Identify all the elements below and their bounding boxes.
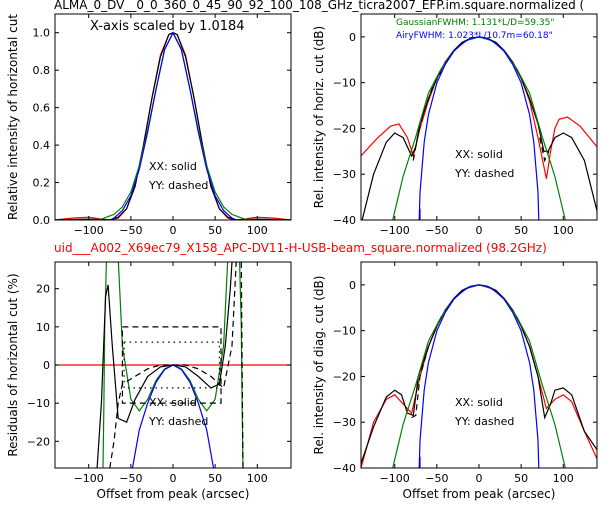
legend-text: XX: solid [455, 148, 503, 161]
y-axis-label: Residuals of horizontal cut (%) [6, 273, 20, 456]
series-group [361, 284, 597, 468]
y-tick-label: −10 [333, 325, 356, 338]
series-line-blue-solid [418, 284, 540, 468]
x-tick-label: 100 [247, 472, 268, 485]
x-tick-label: 0 [170, 472, 177, 485]
y-tick-label: 10 [36, 321, 50, 334]
x-tick-label: 100 [247, 224, 268, 237]
x-tick-label: 0 [476, 224, 483, 237]
x-tick-label: 50 [514, 472, 528, 485]
series-line-black-solid [96, 262, 234, 468]
x-tick-label: 100 [553, 224, 574, 237]
y-tick-label: 0.6 [33, 102, 51, 115]
x-tick-label: 100 [553, 472, 574, 485]
y-axis-label: Relative intensity of horizontal cut [6, 14, 20, 220]
legend-text: XX: solid [149, 160, 197, 173]
y-axis-label: Rel. intensity of diag. cut (dB) [312, 276, 326, 455]
legend-text: YY: dashed [148, 415, 208, 428]
series-line-blue-solid [55, 31, 291, 220]
legend-text: YY: dashed [454, 415, 514, 428]
y-tick-label: 0.0 [33, 214, 51, 227]
x-tick-label: 50 [208, 224, 222, 237]
y-tick-label: 0 [43, 359, 50, 372]
y-axis-label: Rel. intensity of horiz. cut (dB) [312, 26, 326, 208]
y-tick-label: −10 [27, 397, 50, 410]
series-line-black-dashed [412, 70, 442, 161]
y-tick-label: −30 [333, 416, 356, 429]
y-tick-label: 20 [36, 283, 50, 296]
fit-label-green: GaussianFWHM: 1.131*L/D=59.35" [396, 18, 554, 28]
panel-bottom-right: −100 −50 0 50 100 0 −10 −20 −30 −40 Offset from pe… [312, 261, 598, 501]
y-tick-label: 0 [349, 279, 356, 292]
fit-label-blue: AiryFWHM: 1.023*L/10.7m=60.18" [396, 31, 553, 41]
series-group [55, 31, 291, 220]
x-tick-label: −50 [119, 224, 142, 237]
panel-top-left: −100 −50 0 50 100 0.0 0.2 0.4 0.6 0.8 1.0 Relative … [6, 13, 292, 237]
x-tick-label: −50 [119, 472, 142, 485]
x-tick-label: 0 [476, 472, 483, 485]
y-tick-label: 0 [349, 31, 356, 44]
y-tick-label: 1.0 [33, 27, 51, 40]
series-group [55, 262, 291, 468]
series-line-black-dashed [240, 262, 244, 468]
y-tick-label: −30 [333, 168, 356, 181]
x-axis-label: Offset from peak (arcsec) [403, 487, 556, 501]
x-tick-label: 50 [208, 472, 222, 485]
scale-annotation: X-axis scaled by 1.0184 [90, 19, 245, 34]
panel-top-right: −100 −50 0 50 100 0 −10 −20 −30 −40 Rel. intensity… [312, 13, 598, 237]
y-tick-label: −20 [27, 435, 50, 448]
series-line-black-dashed [109, 262, 237, 468]
top-title: ALMA_0_DV__0_0_360_0_45_90_92_100_108_GH… [54, 0, 584, 12]
y-tick-label: 0.8 [33, 64, 51, 77]
series-group [361, 36, 597, 220]
series-line-black-dashed [411, 346, 429, 419]
x-tick-label: −50 [425, 472, 448, 485]
y-tick-label: −20 [333, 370, 356, 383]
legend-text: YY: dashed [454, 167, 514, 180]
y-tick-label: −20 [333, 122, 356, 135]
y-tick-label: −10 [333, 77, 356, 90]
y-tick-label: −40 [333, 462, 356, 475]
x-tick-label: −100 [380, 224, 410, 237]
y-tick-label: 0.2 [33, 177, 51, 190]
legend-text: XX: solid [455, 396, 503, 409]
x-tick-label: −50 [425, 224, 448, 237]
x-tick-label: −100 [74, 472, 104, 485]
legend-text: YY: dashed [148, 179, 208, 192]
x-axis-label: Offset from peak (arcsec) [97, 487, 250, 501]
series-line-black-dashed [121, 326, 222, 404]
x-tick-label: 50 [514, 224, 528, 237]
y-tick-label: −40 [333, 214, 356, 227]
legend-text: XX: solid [149, 396, 197, 409]
middle-title: uid___A002_X69ec79_X158_APC-DV11-H-USB-b… [54, 241, 547, 255]
y-tick-label: 0.4 [33, 139, 51, 152]
x-tick-label: −100 [380, 472, 410, 485]
x-tick-label: 0 [170, 224, 177, 237]
x-tick-label: −100 [74, 224, 104, 237]
series-line-blue-solid [418, 36, 540, 220]
